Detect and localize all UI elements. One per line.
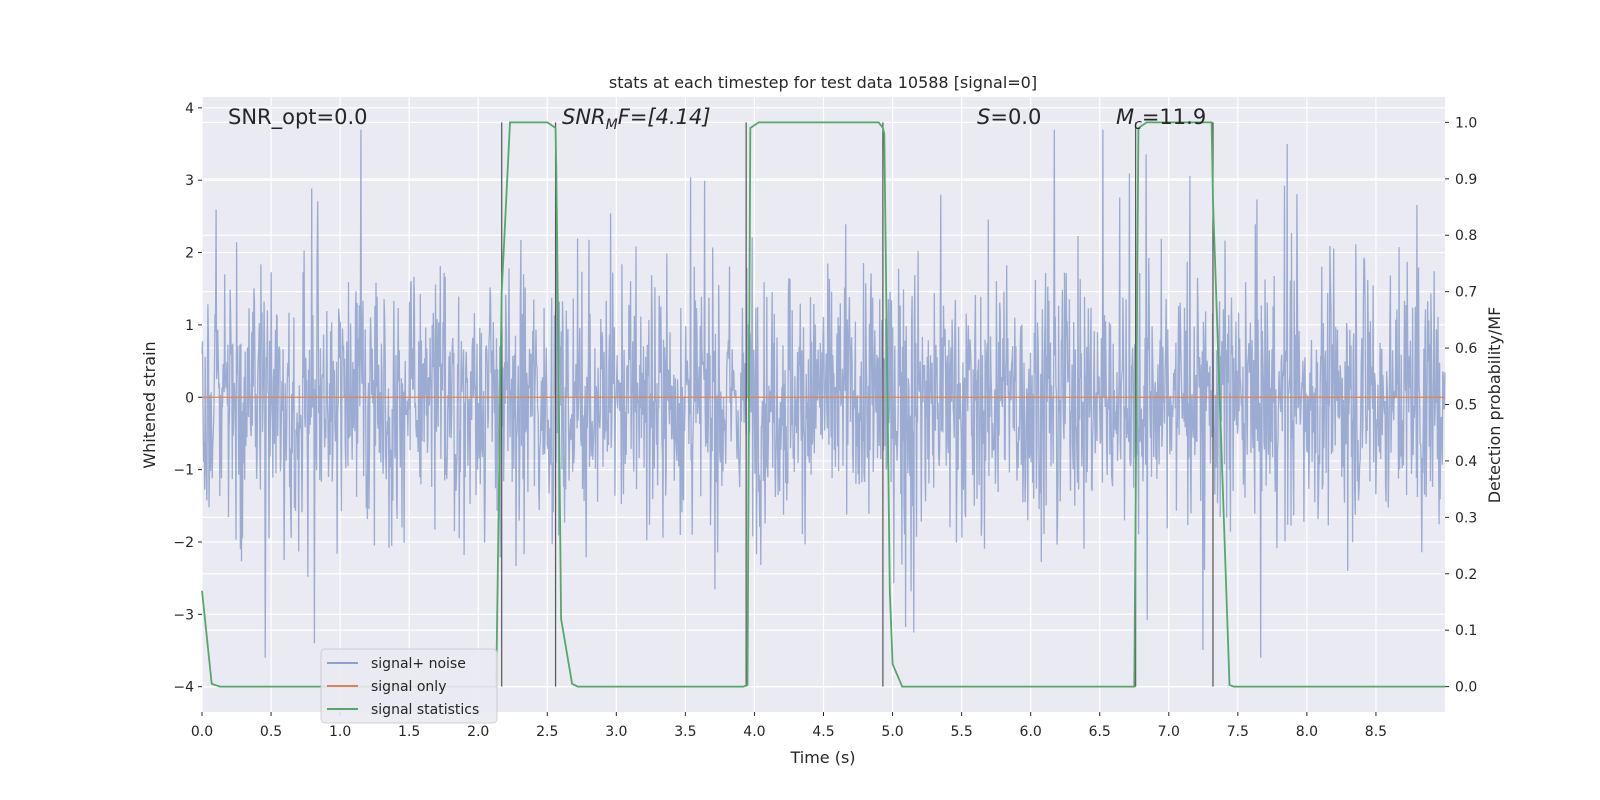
y2-tick-label: 0.6 [1455, 341, 1477, 357]
signal-plus-noise-series [201, 129, 1446, 658]
y-tick-label: −2 [173, 535, 194, 551]
y-tick-label: 0 [185, 390, 194, 406]
x-axis-ticks: 0.0 0.5 1.0 1.5 2.0 2.5 3.0 3.5 4.0 4.5 5.0 5.5 6.0 6… [191, 712, 1387, 740]
x-axis-label: Time (s) [789, 748, 855, 767]
mc-base: M [1116, 105, 1134, 129]
legend: signal+ noise signal only signal statist… [320, 648, 498, 724]
s-rest: =0.0 [990, 105, 1041, 129]
x-tick-label: 3.0 [605, 724, 627, 740]
signal-plus-noise-line [201, 129, 1446, 658]
x-tick-label: 5.5 [950, 724, 972, 740]
y2-tick-label: 0.7 [1455, 285, 1477, 301]
x-tick-label: 8.0 [1296, 724, 1318, 740]
x-tick-label: 5.0 [881, 724, 903, 740]
x-tick-label: 6.0 [1020, 724, 1042, 740]
x-tick-label: 8.5 [1365, 724, 1387, 740]
legend-label-stats: signal statistics [371, 702, 479, 718]
x-tick-label: 2.0 [467, 724, 489, 740]
snr-mf-base: SNR [562, 105, 606, 129]
y2-tick-label: 1.0 [1455, 115, 1477, 131]
y-axis-label: Whitened strain [140, 341, 159, 468]
y2-axis-label: Detection probability/MF [1485, 307, 1504, 504]
y2-tick-label: 0.9 [1455, 172, 1477, 188]
y-axis-ticks: −4 −3 −2 −1 0 1 2 3 4 [173, 101, 202, 696]
y-tick-label: 3 [185, 173, 194, 189]
x-tick-label: 1.0 [329, 724, 351, 740]
y-tick-label: −4 [173, 680, 194, 696]
y2-tick-label: 0.3 [1455, 510, 1477, 526]
x-tick-label: 7.0 [1158, 724, 1180, 740]
legend-box [320, 648, 498, 724]
snr-mf-sub: M [606, 117, 618, 133]
y-tick-label: 4 [185, 101, 194, 117]
chart-title: stats at each timestep for test data 105… [609, 73, 1037, 92]
x-tick-label: 1.5 [398, 724, 420, 740]
x-tick-label: 7.5 [1227, 724, 1249, 740]
annotation-mc: Mc=11.9 [1116, 105, 1206, 133]
mc-rest: =11.9 [1142, 105, 1206, 129]
y2-tick-label: 0.1 [1455, 623, 1477, 639]
y2-tick-label: 0.5 [1455, 398, 1477, 414]
x-tick-label: 0.0 [191, 724, 213, 740]
annotation-s: S=0.0 [977, 105, 1041, 129]
annotation-snr-mf: SNRMF=[4.14] [562, 105, 711, 133]
y2-tick-label: 0.2 [1455, 567, 1477, 583]
x-tick-label: 0.5 [260, 724, 282, 740]
y2-tick-label: 0.8 [1455, 228, 1477, 244]
legend-label-noise: signal+ noise [371, 656, 466, 672]
x-tick-label: 4.5 [812, 724, 834, 740]
x-tick-label: 2.5 [536, 724, 558, 740]
y2-tick-label: 0.4 [1455, 454, 1477, 470]
annotation-snr-opt: SNR_opt=0.0 [228, 105, 368, 130]
y-tick-label: 2 [185, 246, 194, 262]
y-tick-label: −1 [173, 463, 194, 479]
signal-statistics-series [201, 121, 1445, 688]
legend-label-signal: signal only [371, 679, 446, 695]
x-tick-label: 3.5 [674, 724, 696, 740]
signal-statistics-line [201, 121, 1445, 688]
mc-sub: c [1134, 117, 1142, 133]
s-italic: S [977, 105, 990, 129]
x-tick-label: 6.5 [1089, 724, 1111, 740]
grid-lines [201, 97, 1445, 712]
y2-tick-label: 0.0 [1455, 680, 1477, 696]
y2-axis-ticks: 0.0 0.1 0.2 0.3 0.4 0.5 0.6 0.7 0.8 0.9 1.0 [1445, 115, 1477, 696]
x-tick-label: 4.0 [743, 724, 765, 740]
y-tick-label: −3 [173, 607, 194, 623]
y-tick-label: 1 [185, 318, 194, 334]
snr-mf-f: F=[4.14] [618, 105, 711, 129]
